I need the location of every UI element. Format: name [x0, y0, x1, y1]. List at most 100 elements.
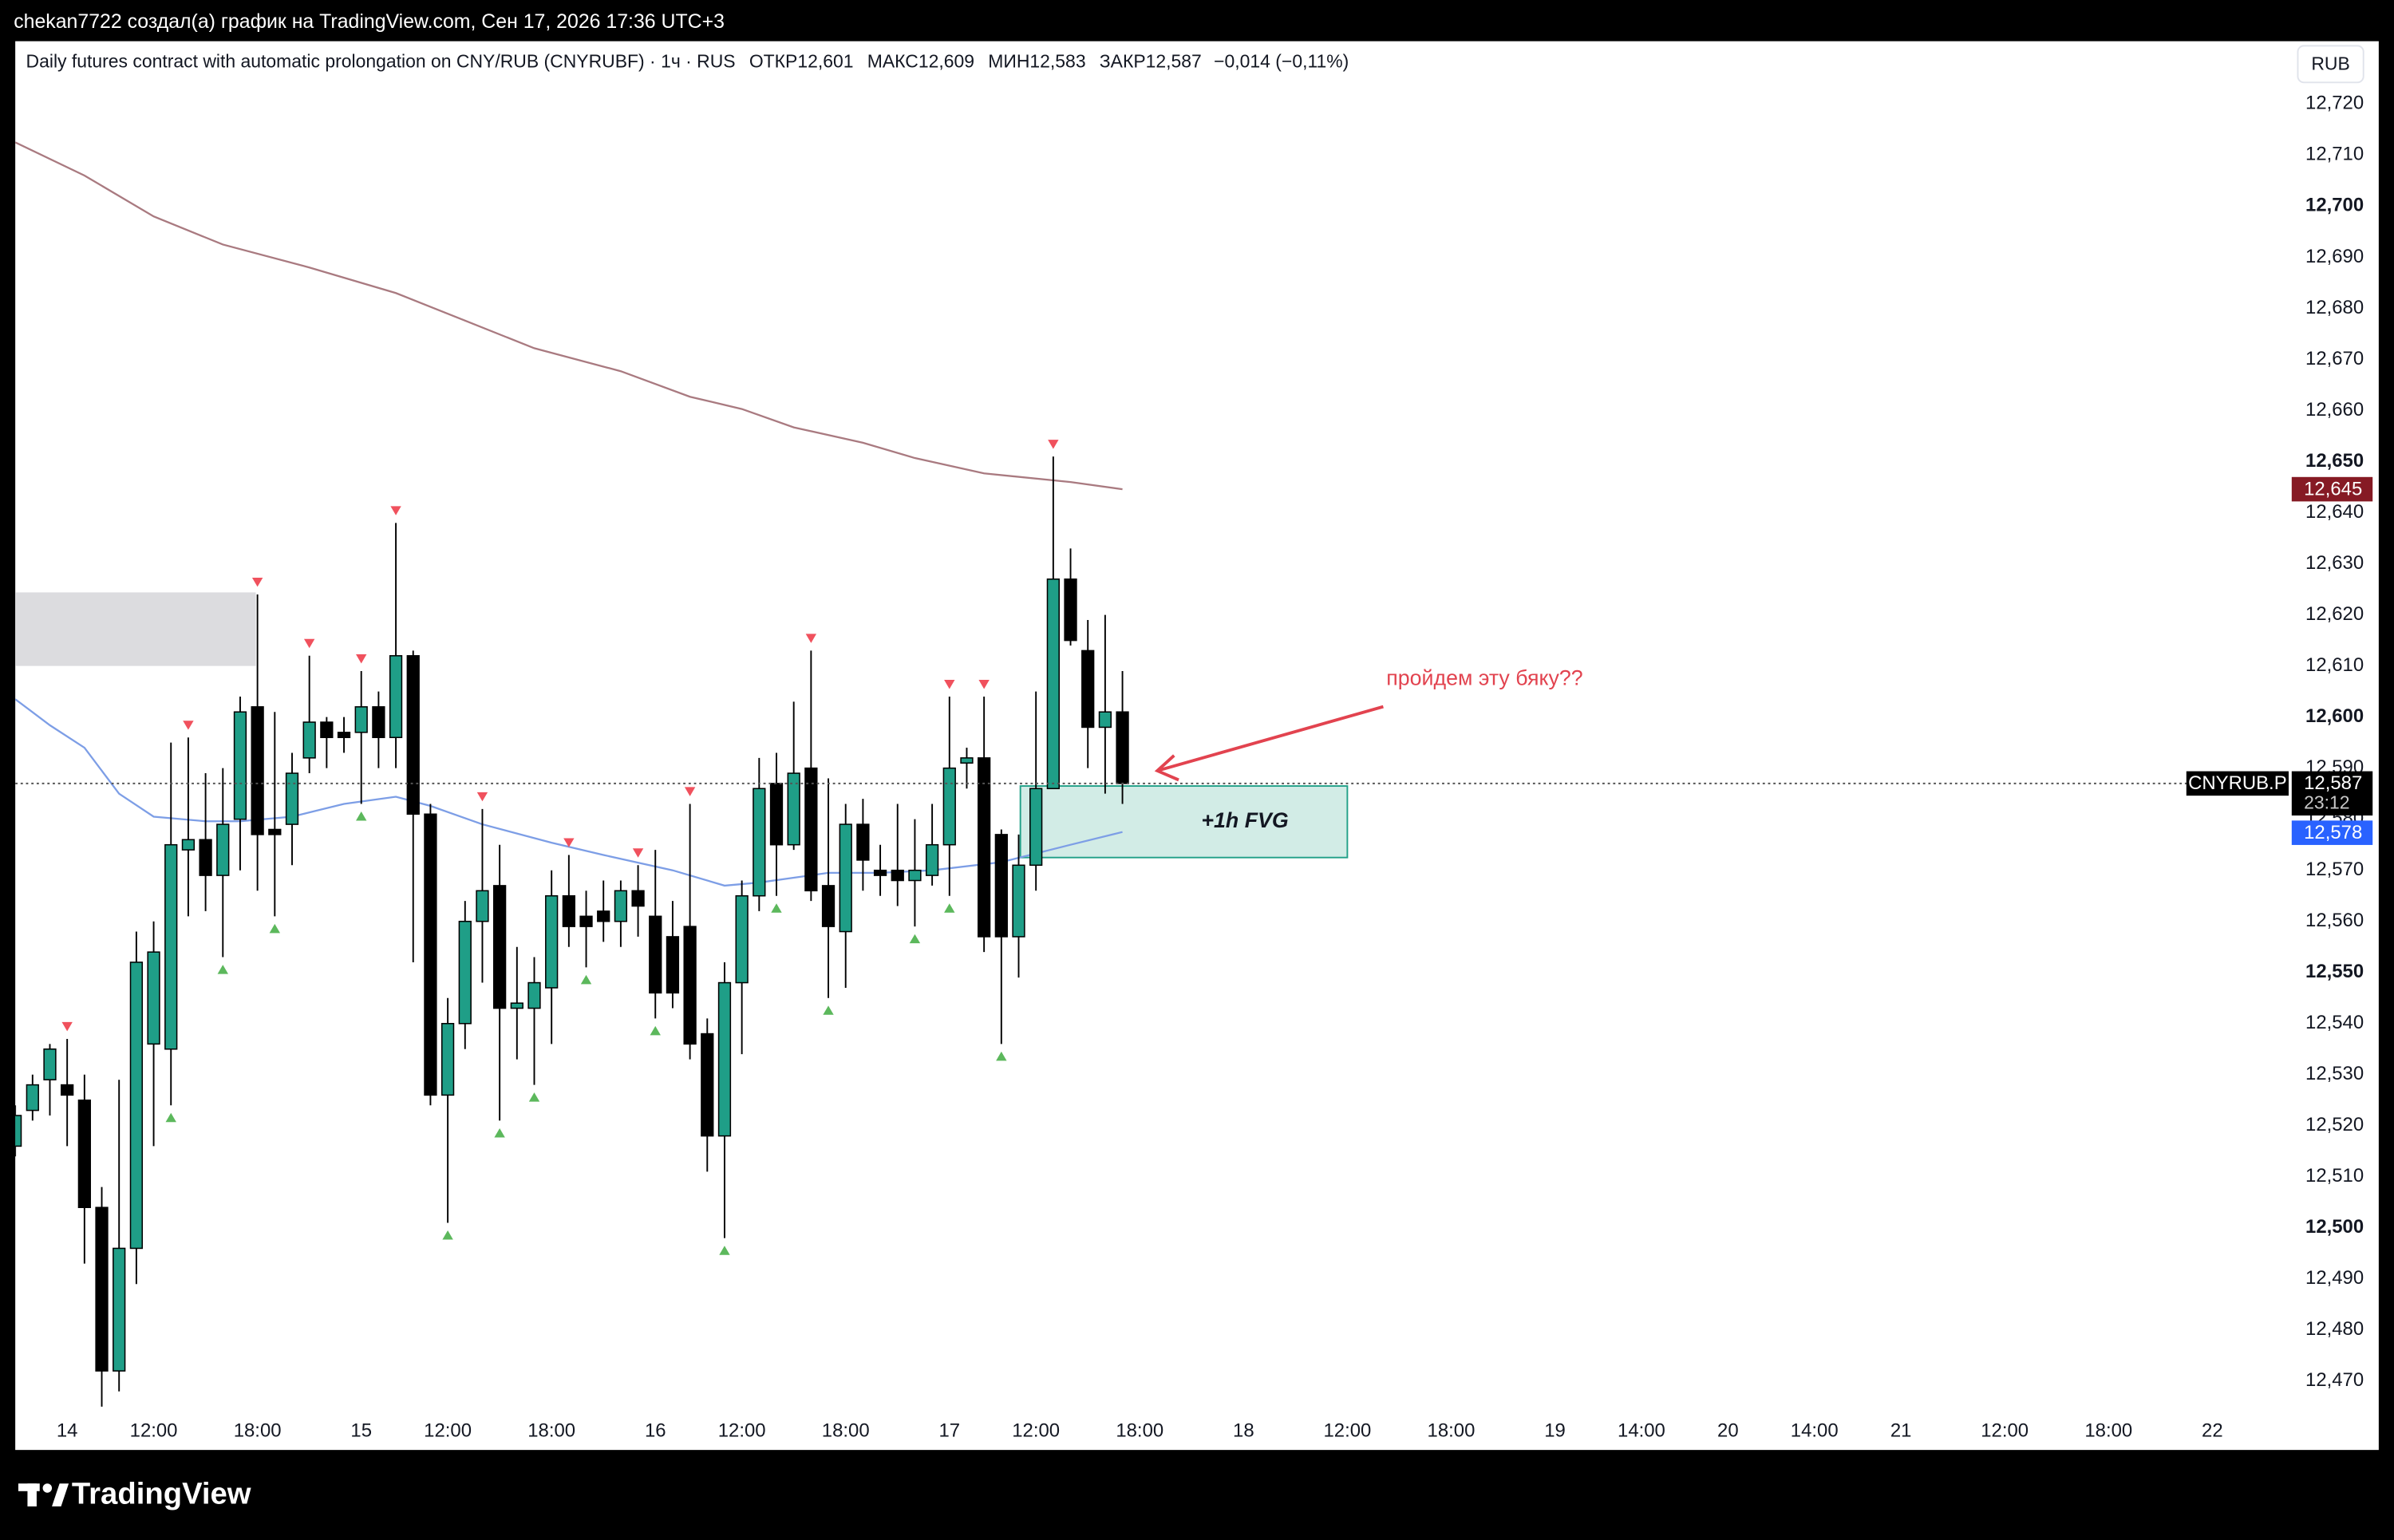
candle-body	[614, 890, 628, 922]
candle-body	[510, 1002, 523, 1009]
candle-body	[354, 706, 368, 733]
y-tick-label: 12,610	[2305, 654, 2364, 676]
candle-body	[925, 843, 939, 876]
candle-body	[735, 894, 749, 984]
candle-body	[1098, 711, 1112, 729]
arrow-shaft	[1156, 705, 1384, 772]
author-line: chekan7722 создал(а) график на TradingVi…	[14, 10, 725, 33]
legend-change: −0,014 (−0,11%)	[1214, 50, 1349, 71]
pivot-high-marker	[303, 638, 315, 649]
candle-body	[389, 655, 403, 739]
x-tick-label: 18	[1233, 1420, 1254, 1442]
x-tick-label: 20	[1717, 1420, 1739, 1442]
pivot-low-marker	[650, 1025, 661, 1036]
y-tick-label: 12,650	[2305, 450, 2364, 472]
candle-body	[1116, 711, 1129, 784]
pivot-low-marker	[528, 1092, 540, 1102]
y-tick-label: 12,550	[2305, 961, 2364, 982]
candle-body	[493, 885, 507, 1009]
candle-body	[302, 721, 316, 759]
overlay: Daily futures contract with automatic pr…	[15, 50, 2373, 1442]
pivot-low-marker	[719, 1246, 730, 1255]
moving-average	[15, 141, 1123, 491]
candle-body	[562, 894, 575, 927]
currency-box[interactable]	[2297, 45, 2364, 84]
y-tick-label: 12,620	[2305, 603, 2364, 625]
legend-title: Daily futures contract with automatic pr…	[26, 50, 736, 71]
price-tag: 12,578	[2304, 822, 2362, 843]
pivot-high-marker	[476, 792, 488, 802]
annotation-text: пройдем эту бяку??	[1386, 665, 1582, 689]
pivot-low-marker	[217, 965, 228, 974]
chart-background	[15, 41, 2379, 1451]
candle-body	[942, 767, 956, 846]
y-tick-label: 12,540	[2305, 1012, 2364, 1033]
legend-label: МАКС	[867, 50, 918, 71]
y-tick-label: 12,500	[2305, 1216, 2364, 1238]
legend-label: ЗАКР	[1100, 50, 1146, 71]
candle-body	[1081, 650, 1095, 729]
y-tick-label: 12,690	[2305, 246, 2364, 267]
y-tick-label: 12,570	[2305, 859, 2364, 880]
y-tick-label: 12,710	[2305, 144, 2364, 165]
x-tick-label: 16	[645, 1420, 666, 1442]
legend-label: ОТКР	[749, 50, 798, 71]
annotation-arrow	[1154, 705, 1384, 782]
candle-body	[597, 910, 610, 922]
x-tick-label: 18:00	[822, 1420, 870, 1442]
y-tick-label: 12,700	[2305, 195, 2364, 216]
candle-body	[579, 915, 593, 927]
candle-body	[285, 772, 299, 825]
candle-body	[77, 1100, 91, 1209]
candle-body	[649, 915, 662, 994]
zone	[15, 592, 256, 666]
candle-body	[216, 823, 230, 876]
y-tick-label: 12,660	[2305, 399, 2364, 421]
x-tick-label: 18:00	[1428, 1420, 1476, 1442]
y-tick-label: 12,640	[2305, 501, 2364, 523]
pivot-high-marker	[390, 506, 401, 515]
x-tick-label: 14	[57, 1420, 78, 1442]
y-tick-label: 12,720	[2305, 93, 2364, 114]
logo-dot	[42, 1483, 53, 1493]
x-tick-label: 15	[350, 1420, 372, 1442]
candle-body	[753, 788, 766, 897]
candle-body	[129, 962, 144, 1250]
candle-body	[994, 834, 1008, 938]
pivot-high-marker	[563, 838, 575, 847]
candle-body	[181, 839, 196, 851]
y-tick-label: 12,480	[2305, 1318, 2364, 1340]
x-tick-label: 18:00	[2084, 1420, 2132, 1442]
y-tick-label: 12,470	[2305, 1369, 2364, 1391]
candle-body	[701, 1033, 714, 1137]
y-tick-label: 12,630	[2305, 552, 2364, 574]
x-tick-label: 12:00	[1012, 1420, 1060, 1442]
pivot-high-marker	[805, 634, 817, 643]
price-tag-bg	[2291, 820, 2373, 845]
x-tick-label: 22	[2202, 1420, 2223, 1442]
candle-body	[43, 1048, 57, 1080]
legend-value: 12,583	[1029, 50, 1085, 71]
y-tick-label: 12,560	[2305, 910, 2364, 931]
legend-value: 12,601	[797, 50, 853, 71]
candle-body	[1046, 578, 1060, 790]
candle-body	[631, 890, 645, 907]
x-tick-label: 17	[938, 1420, 960, 1442]
zone-label: +1h FVG	[1201, 808, 1288, 832]
candle-body	[960, 757, 974, 764]
pivot-low-marker	[494, 1127, 505, 1138]
currency: RUB	[2311, 53, 2349, 73]
pivot-low-marker	[944, 903, 955, 913]
candle-body	[1012, 864, 1025, 938]
y-tick-label: 12,530	[2305, 1063, 2364, 1084]
candle-body	[406, 655, 420, 815]
candle-body	[113, 1247, 126, 1372]
price-tag-bg	[2291, 476, 2373, 502]
arrow-head	[1154, 754, 1179, 782]
pivot-low-marker	[442, 1230, 453, 1240]
brand-logo	[18, 1483, 69, 1506]
x-tick-label: 18:00	[1116, 1420, 1163, 1442]
x-tick-label: 21	[1890, 1420, 1912, 1442]
brand: TradingView	[72, 1477, 251, 1511]
pivot-low-marker	[823, 1005, 834, 1015]
